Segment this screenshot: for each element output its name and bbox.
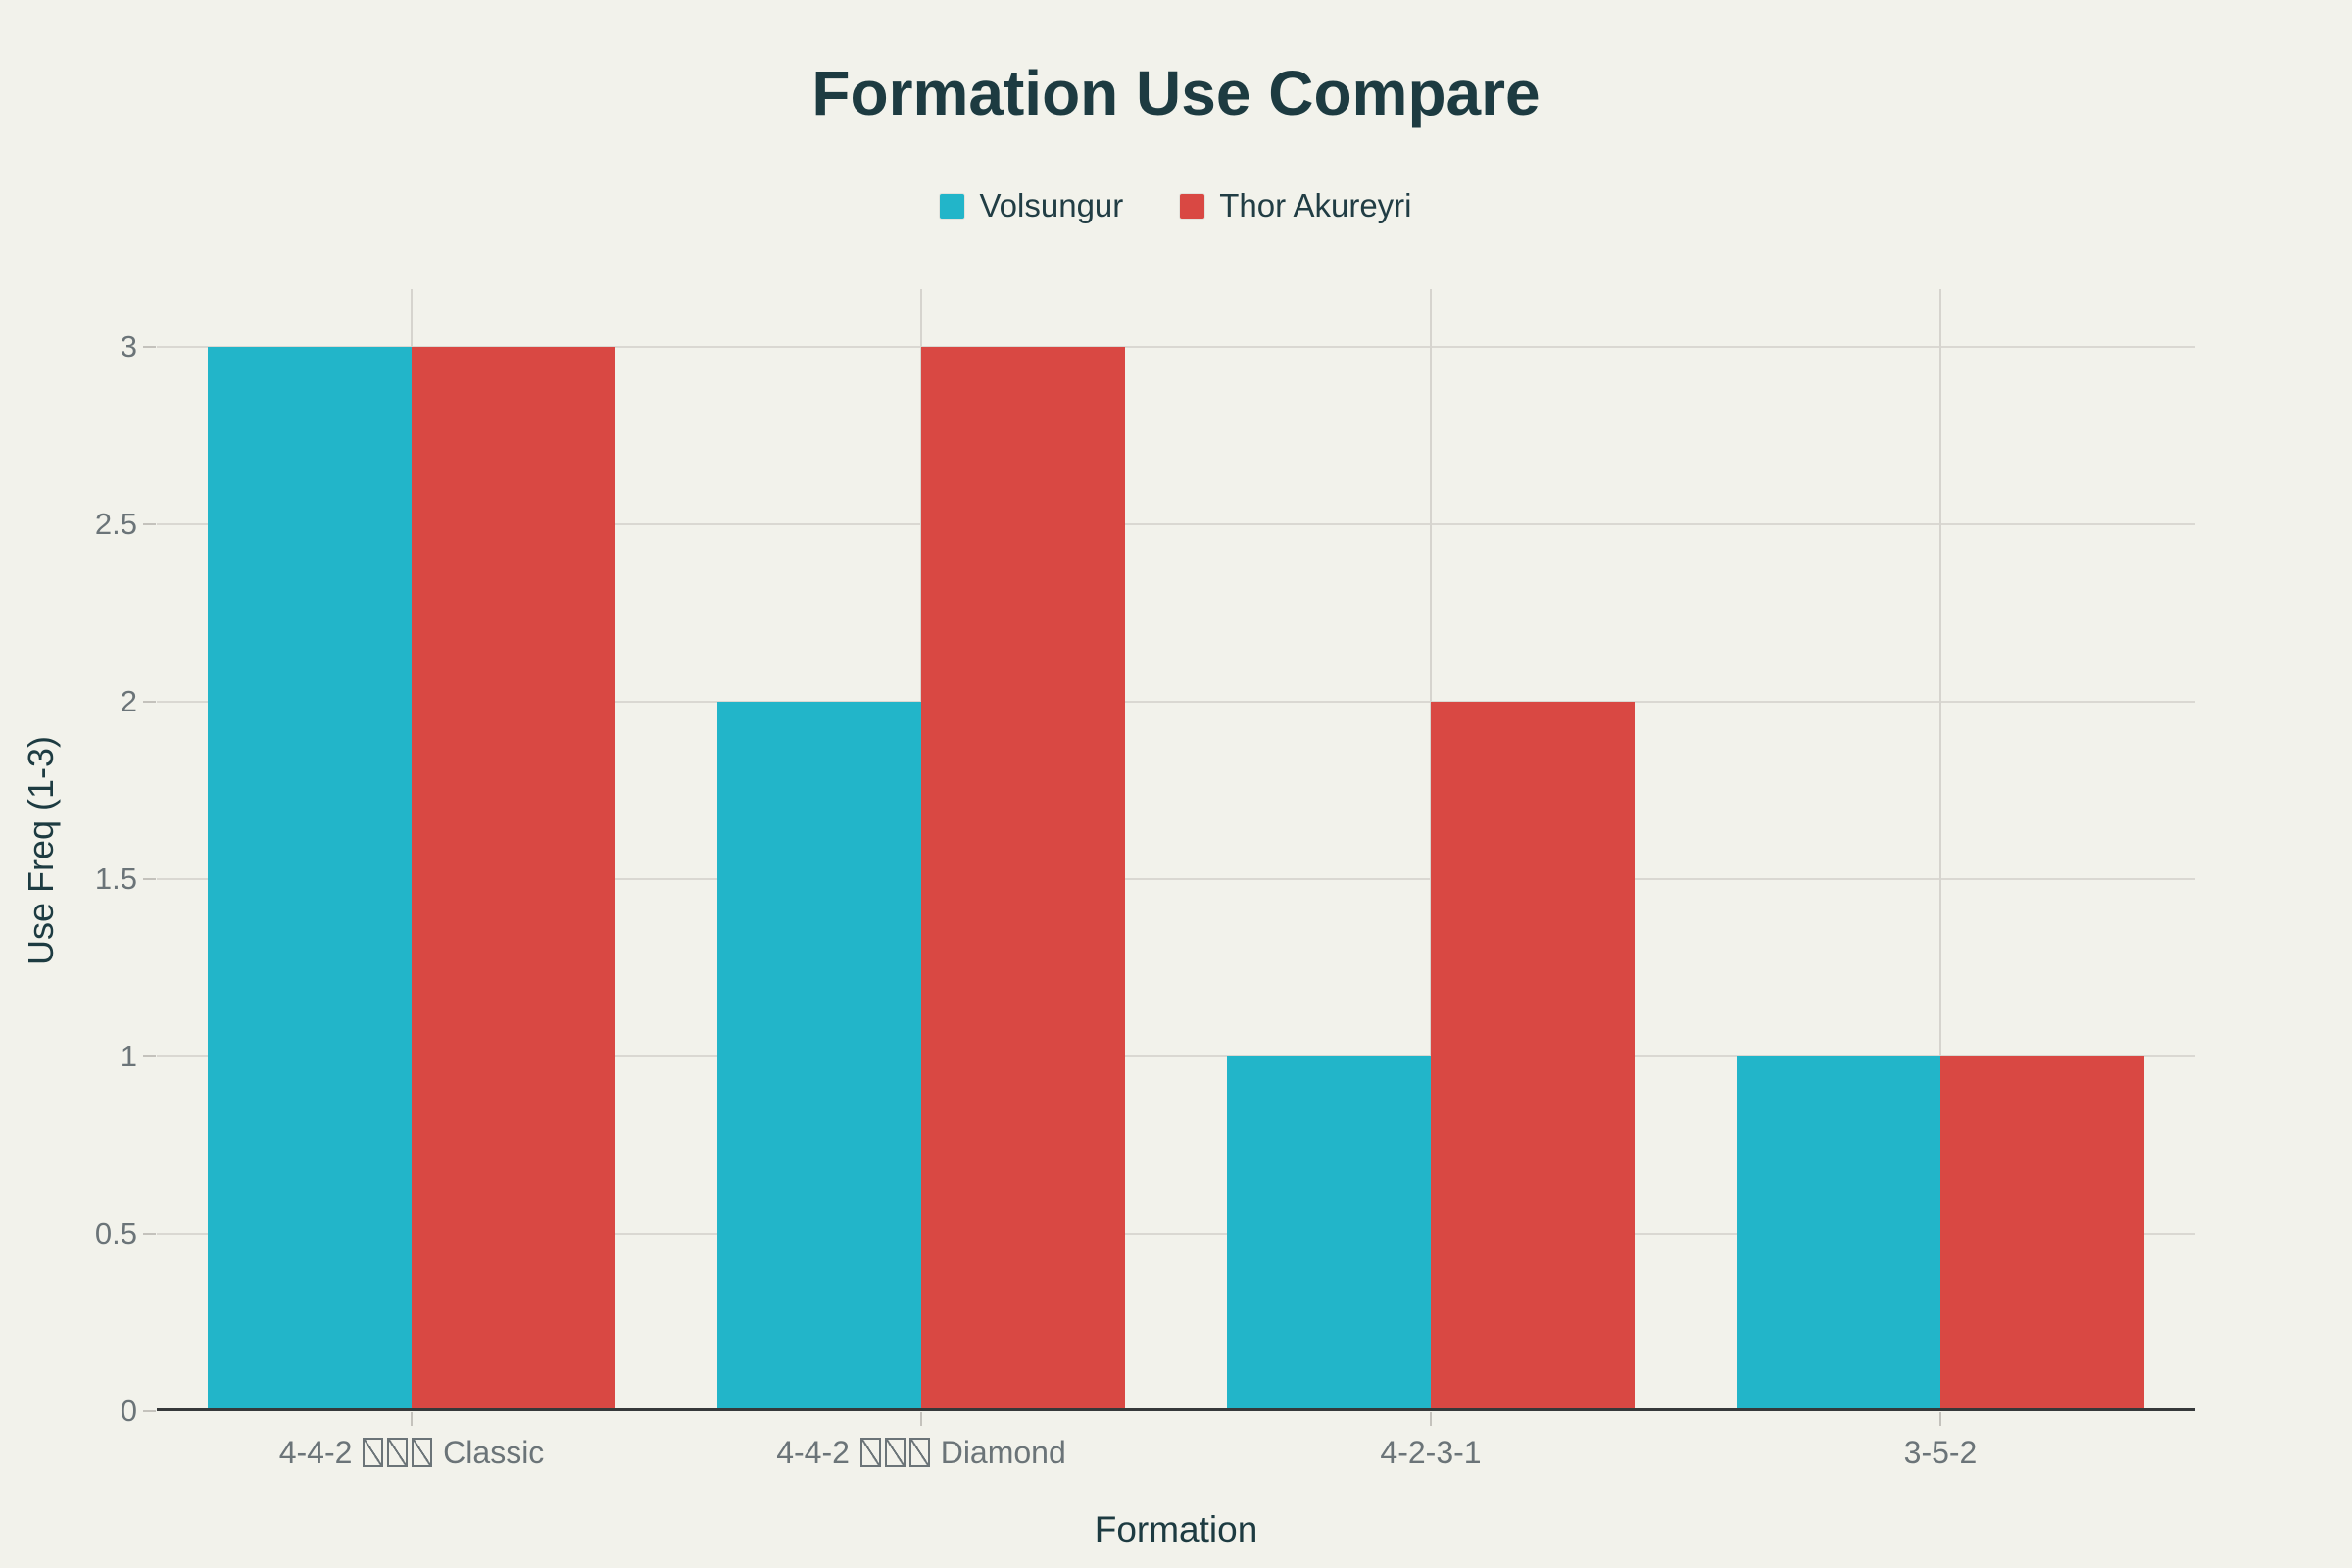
- bar-series1[interactable]: [1227, 1056, 1431, 1411]
- x-axis-title: Formation: [1094, 1509, 1258, 1549]
- y-axis-tick-label: 3: [120, 329, 137, 364]
- bar-series2[interactable]: [1431, 702, 1635, 1411]
- missing-glyph-icon: [859, 1438, 881, 1467]
- x-axis-tick-label: 4-4-2 Diamond: [666, 1433, 1176, 1472]
- missing-glyph-icon: [363, 1438, 384, 1467]
- y-axis-tick-mark: [143, 1055, 156, 1057]
- missing-glyph-icon: [884, 1438, 906, 1467]
- grid-line-horizontal: [157, 878, 2195, 880]
- x-tick-text: 4-4-2: [776, 1435, 858, 1470]
- grid-line-horizontal: [157, 523, 2195, 525]
- x-tick-text: 4-2-3-1: [1380, 1435, 1482, 1470]
- grid-line-vertical: [1939, 289, 1941, 1411]
- x-axis-tick-mark: [1939, 1412, 1941, 1426]
- y-axis-tick-label: 0: [120, 1394, 137, 1428]
- y-axis-tick-mark: [143, 878, 156, 880]
- y-axis-tick-mark: [143, 701, 156, 703]
- y-axis-tick-label: 0.5: [94, 1216, 137, 1250]
- y-axis-title: Use Freq (1-3): [21, 735, 61, 966]
- x-tick-text: 3-5-2: [1903, 1435, 1978, 1470]
- y-axis-tick-label: 2.5: [94, 507, 137, 541]
- x-axis-tick-mark: [411, 1412, 413, 1426]
- missing-glyph-icon: [412, 1438, 433, 1467]
- x-tick-text: Diamond: [931, 1435, 1066, 1470]
- x-axis-tick-mark: [920, 1412, 922, 1426]
- y-axis-tick-label: 2: [120, 684, 137, 718]
- legend-label: Thor Akureyri: [1219, 187, 1412, 223]
- x-axis-tick-label: 3-5-2: [1686, 1433, 2195, 1472]
- legend-swatch-icon: [1180, 193, 1205, 219]
- missing-glyph-icon: [387, 1438, 409, 1467]
- chart-title: Formation Use Compare: [811, 58, 1541, 128]
- grid-line-horizontal: [157, 1055, 2195, 1057]
- y-axis-tick-mark: [143, 523, 156, 525]
- grid-line-horizontal: [157, 346, 2195, 348]
- legend-swatch-icon: [940, 193, 965, 219]
- x-tick-text: 4-4-2: [278, 1435, 362, 1470]
- bar-series2[interactable]: [412, 347, 615, 1411]
- y-axis-tick-label: 1.5: [94, 861, 137, 896]
- bar-series2[interactable]: [921, 347, 1125, 1411]
- legend-label: Volsungur: [979, 187, 1124, 223]
- bar-series1[interactable]: [717, 702, 921, 1411]
- x-tick-text: Classic: [434, 1435, 545, 1470]
- y-axis-tick-label: 1: [120, 1039, 137, 1073]
- missing-glyph-icon: [908, 1438, 930, 1467]
- chart-legend: Volsungur Thor Akureyri: [0, 184, 2352, 227]
- y-axis-tick-mark: [143, 346, 156, 348]
- y-axis-tick-mark: [143, 1233, 156, 1235]
- legend-item[interactable]: Volsungur: [940, 187, 1123, 224]
- bar-series1[interactable]: [1737, 1056, 1940, 1411]
- x-axis-tick-label: 4-2-3-1: [1176, 1433, 1686, 1472]
- x-axis-line: [157, 1408, 2195, 1411]
- bar-series2[interactable]: [1940, 1056, 2144, 1411]
- x-axis-tick-label: 4-4-2 Classic: [157, 1433, 666, 1472]
- y-axis-tick-mark: [143, 1410, 156, 1412]
- x-axis-tick-mark: [1430, 1412, 1432, 1426]
- grid-line-horizontal: [157, 1233, 2195, 1235]
- bar-series1[interactable]: [208, 347, 412, 1411]
- legend-item[interactable]: Thor Akureyri: [1180, 187, 1412, 224]
- grid-line-horizontal: [157, 701, 2195, 703]
